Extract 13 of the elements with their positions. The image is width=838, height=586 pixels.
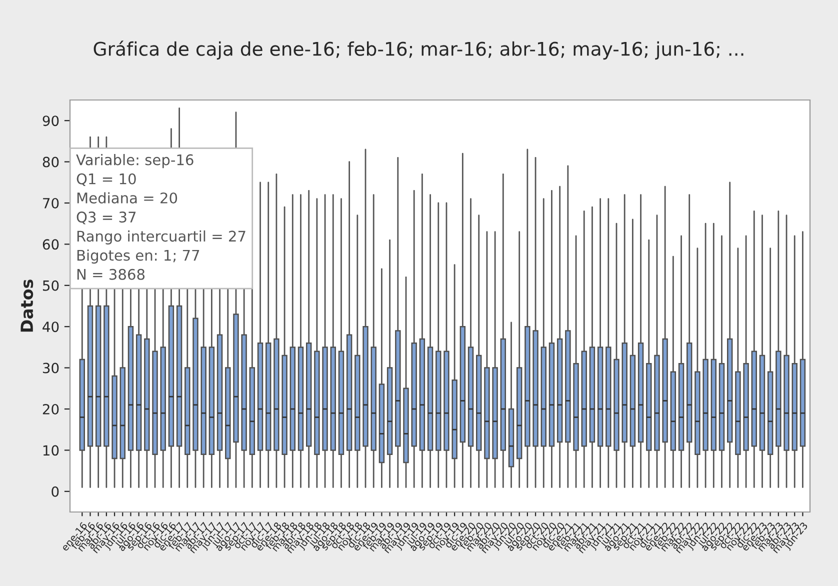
y-tick-label: 90 — [42, 116, 59, 126]
y-axis-title: Datos — [20, 280, 34, 332]
y-tick-label: 50 — [42, 280, 59, 291]
chart-title: Gráfica de caja de ene-16; feb-16; mar-16; abr-16; may-16; jun-16; ... — [94, 40, 744, 60]
y-tick-label: 80 — [42, 156, 59, 168]
y-tick-label: 10 — [43, 445, 59, 456]
y-tick-label: 0 — [52, 486, 59, 497]
y-tick-label: 30 — [42, 362, 59, 374]
y-tick-label: 60 — [42, 239, 59, 250]
annotation: Variable: sep-16 Q1 = 10 Mediana = 20 Q3 = 37 Rango intercuartil = 27 Bigotes en: 1; 77 N = 3868 — [76, 154, 246, 280]
y-tick-label: 40 — [42, 322, 59, 332]
y-tick-label: 20 — [42, 404, 59, 414]
y-tick-label: 70 — [43, 198, 59, 208]
